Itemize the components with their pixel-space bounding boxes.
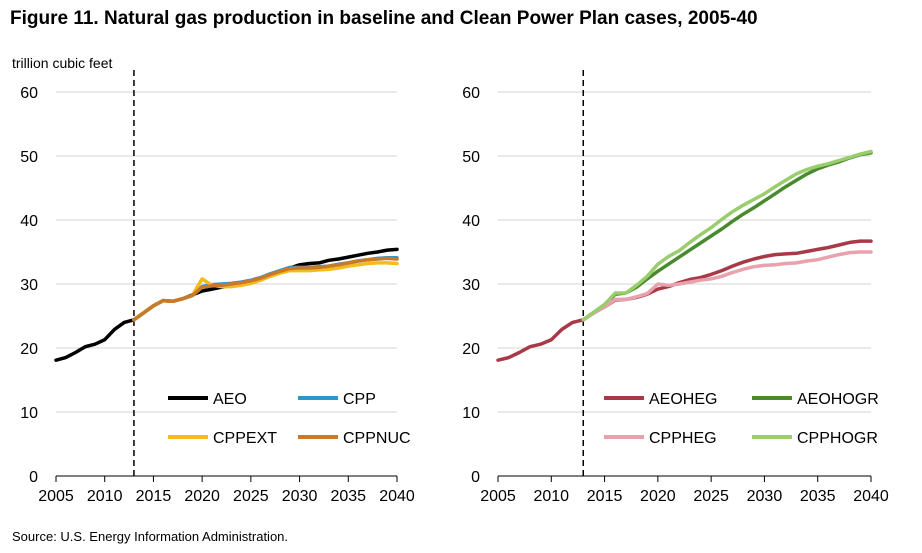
- y-tick-label: 30: [462, 277, 480, 294]
- legend-label-aeoheg: AEOHEG: [649, 391, 717, 408]
- x-tick-label: 2030: [747, 488, 783, 505]
- y-tick-label: 50: [20, 149, 38, 166]
- series-line-cppheg: [581, 250, 873, 322]
- legend-label-aeo: AEO: [213, 391, 247, 408]
- y-tick-label: 60: [20, 85, 38, 102]
- x-tick-label: 2025: [693, 488, 729, 505]
- y-axis-label: trillion cubic feet: [12, 55, 112, 71]
- legend-label-cppnuc: CPPNUC: [343, 430, 411, 447]
- x-tick-label: 2015: [136, 488, 172, 505]
- y-tick-label: 30: [20, 277, 38, 294]
- legend-label-cpp: CPP: [343, 391, 376, 408]
- figure-title: Figure 11. Natural gas production in bas…: [10, 8, 758, 29]
- series-line-cpp: [132, 256, 399, 322]
- legend-label-cppheg: CPPHEG: [649, 430, 717, 447]
- y-tick-label: 40: [462, 213, 480, 230]
- x-tick-label: 2020: [184, 488, 220, 505]
- x-tick-label: 2005: [38, 488, 74, 505]
- x-tick-label: 2020: [640, 488, 676, 505]
- series-line-cpphogr: [581, 149, 873, 322]
- y-tick-label: 60: [462, 85, 480, 102]
- x-tick-label: 2035: [330, 488, 366, 505]
- y-tick-label: 0: [29, 469, 38, 486]
- x-tick-label: 2025: [233, 488, 269, 505]
- y-tick-label: 20: [20, 341, 38, 358]
- y-tick-label: 0: [471, 469, 480, 486]
- y-tick-label: 10: [20, 405, 38, 422]
- series-line-aeohogr: [581, 151, 873, 322]
- series-line-cppext: [132, 261, 399, 322]
- series-line-aeoheg: [496, 239, 873, 362]
- x-tick-label: 2040: [379, 488, 415, 505]
- series-line-cppnuc: [132, 256, 399, 322]
- legend-label-aeohogr: AEOHOGR: [797, 391, 879, 408]
- legend-label-cpphogr: CPPHOGR: [797, 430, 878, 447]
- source-note: Source: U.S. Energy Information Administ…: [12, 529, 289, 544]
- y-tick-label: 50: [462, 149, 480, 166]
- x-tick-label: 2010: [87, 488, 123, 505]
- y-tick-label: 20: [462, 341, 480, 358]
- x-tick-label: 2030: [282, 488, 318, 505]
- x-tick-label: 2035: [800, 488, 836, 505]
- x-tick-label: 2010: [533, 488, 569, 505]
- y-tick-label: 40: [20, 213, 38, 230]
- legend-label-cppext: CPPEXT: [213, 430, 277, 447]
- y-tick-label: 10: [462, 405, 480, 422]
- x-tick-label: 2040: [853, 488, 889, 505]
- x-tick-label: 2015: [587, 488, 623, 505]
- x-tick-label: 2005: [480, 488, 516, 505]
